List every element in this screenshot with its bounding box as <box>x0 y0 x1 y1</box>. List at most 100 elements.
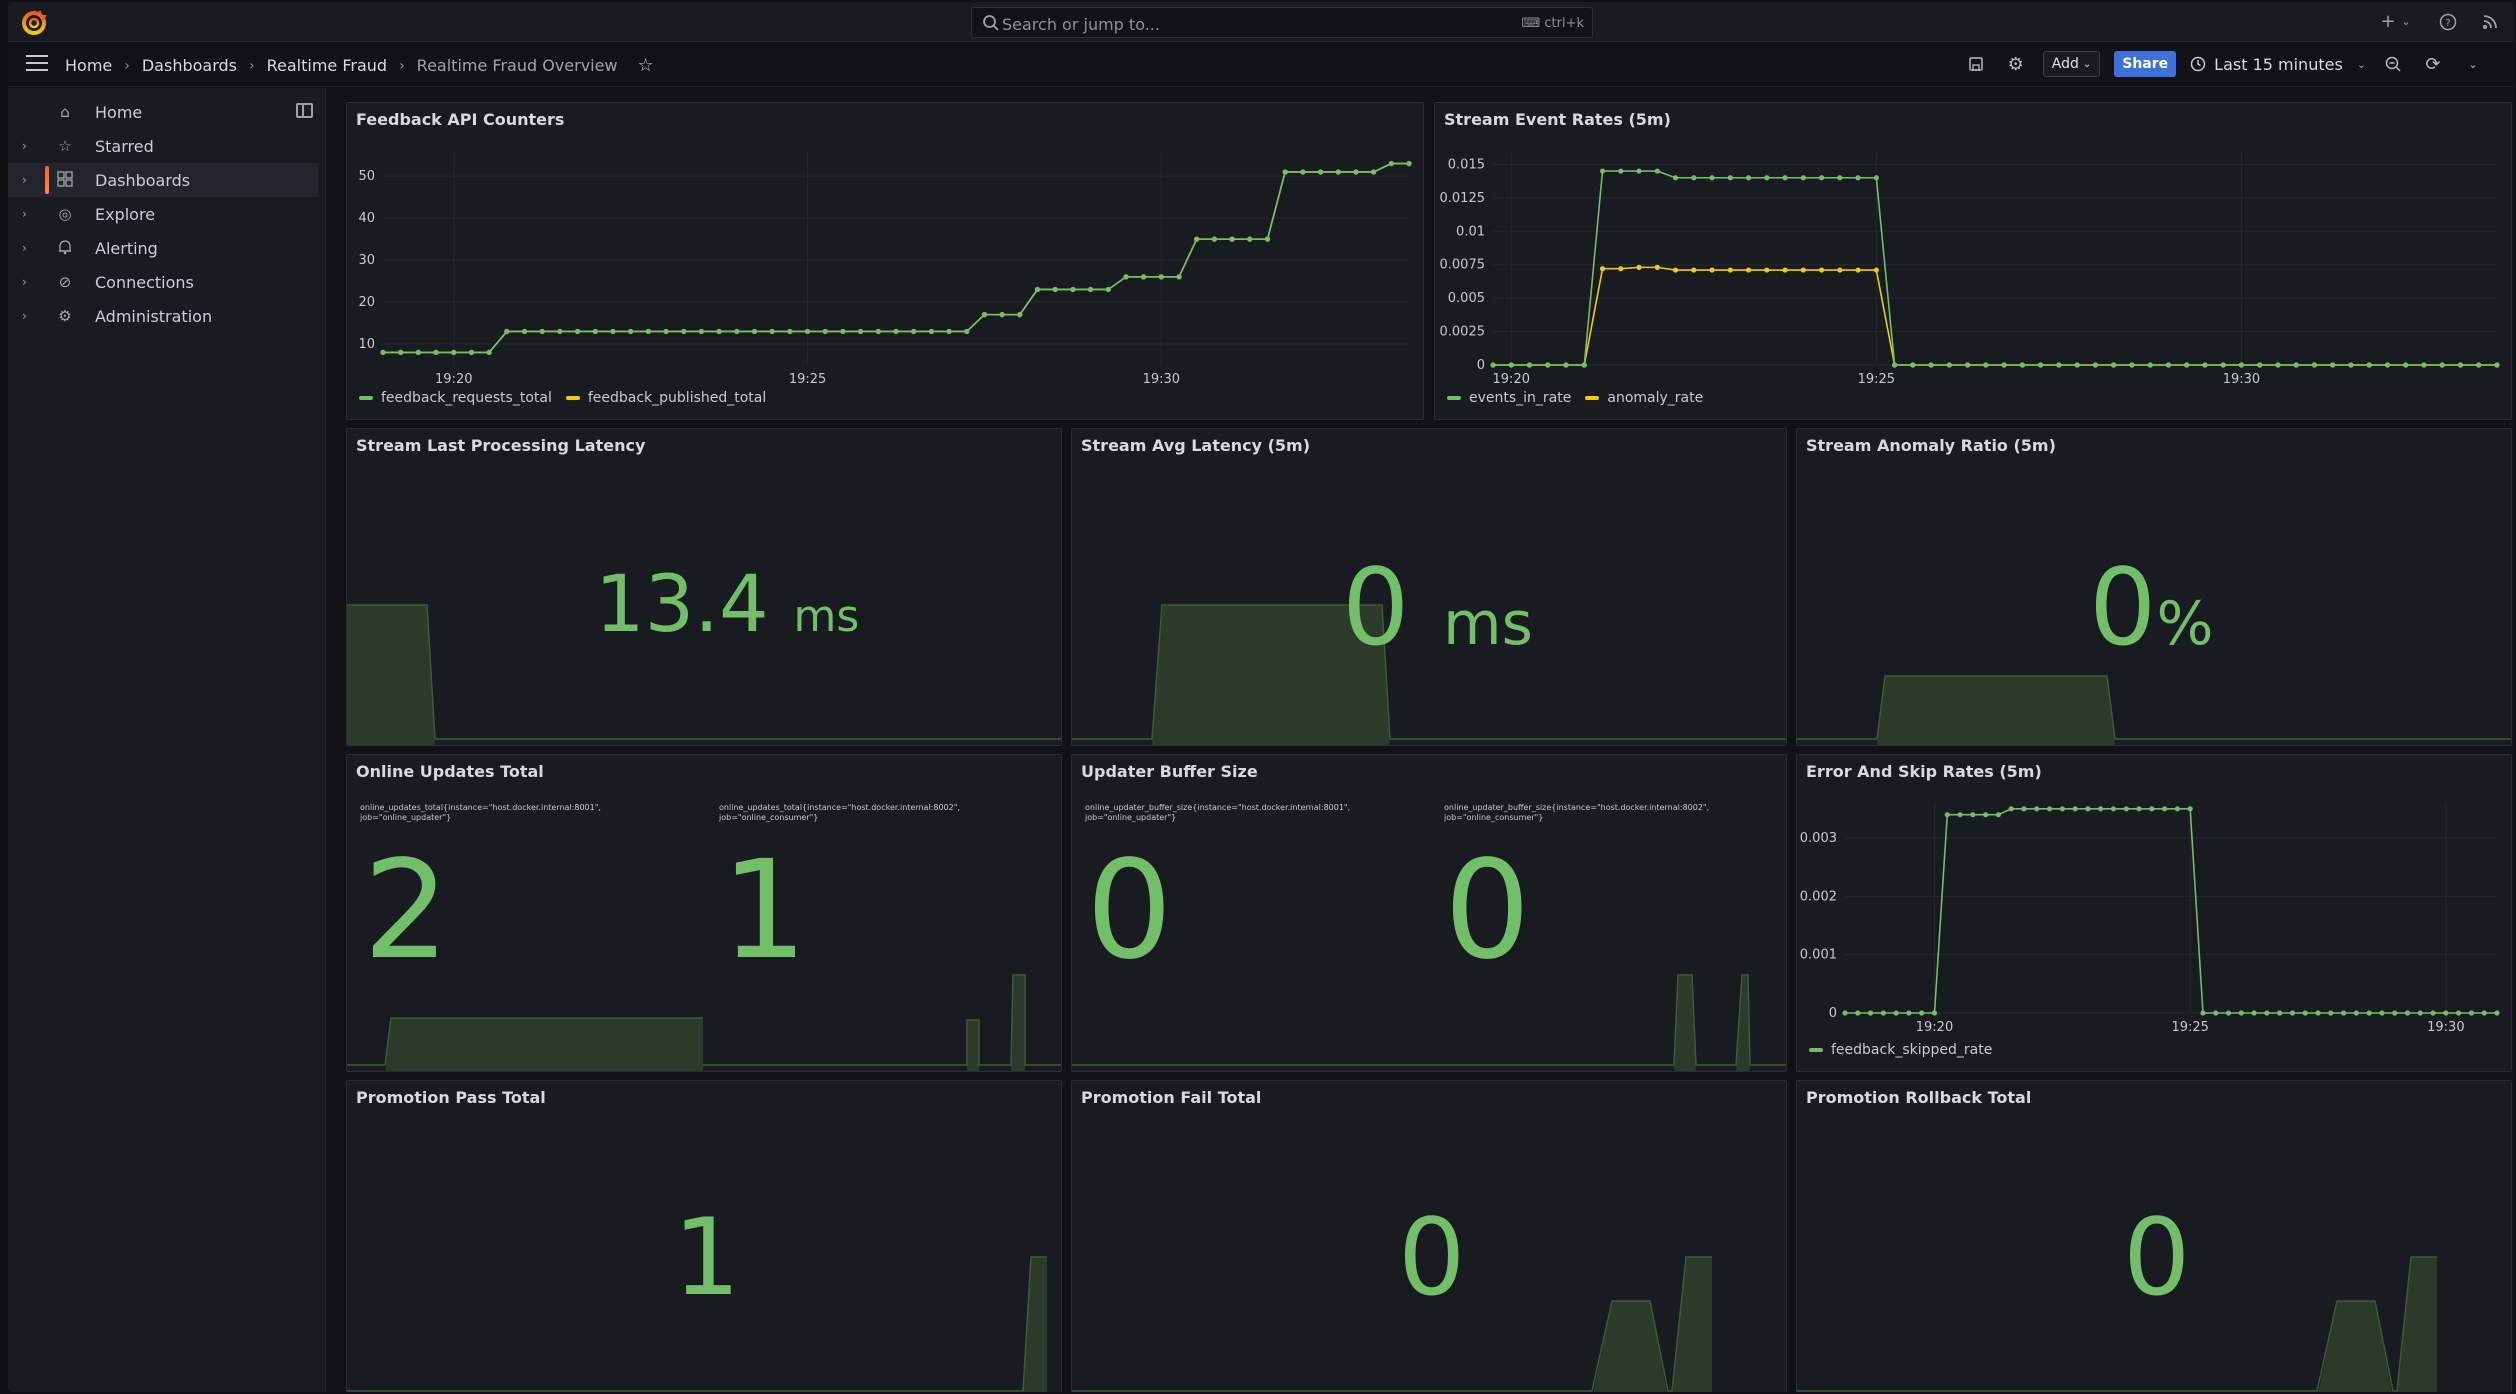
sidebar-item-home[interactable]: ⌂ Home <box>8 95 318 129</box>
panel-promotion-pass-total[interactable]: Promotion Pass Total 1 <box>346 1080 1062 1392</box>
stat-value: 0% <box>2089 555 2213 661</box>
stat-value: 0 <box>1444 832 1531 990</box>
stat-value: 0 <box>2123 1196 2191 1319</box>
stat-value: 1 <box>721 832 808 990</box>
data-point <box>2468 1010 2475 1016</box>
data-point <box>521 328 528 335</box>
data-point <box>2330 362 2336 368</box>
panel-title: Error And Skip Rates (5m) <box>1806 762 2042 781</box>
help-icon[interactable]: ? <box>2436 10 2460 34</box>
data-point <box>574 328 581 335</box>
data-point <box>1983 812 1989 818</box>
panel-online-updates-total[interactable]: Online Updates Total online_updates_tota… <box>346 754 1062 1072</box>
settings-gear-icon[interactable]: ⚙ <box>2007 53 2024 75</box>
chevron-right-icon: › <box>399 57 405 74</box>
data-point <box>1335 169 1341 175</box>
data-point <box>1800 267 1806 273</box>
data-point <box>928 328 934 335</box>
panel-stream-avg-latency[interactable]: Stream Avg Latency (5m) 0 ms <box>1071 428 1787 746</box>
clock-icon <box>2190 56 2206 72</box>
data-point <box>2213 1010 2219 1016</box>
series-line-events_in_rate <box>1493 170 2497 366</box>
refresh-icon[interactable]: ⟳ <box>2425 53 2441 75</box>
panel-title: Updater Buffer Size <box>1081 762 1258 781</box>
data-point <box>1873 175 1879 181</box>
chevron-right-icon[interactable]: › <box>22 309 27 323</box>
grafana-window: Search or jump to... ⌨ ctrl+k + ⌄ ? Home… <box>8 2 2514 1392</box>
data-point <box>2001 362 2007 368</box>
search-placeholder: Search or jump to... <box>1002 15 1160 34</box>
y-tick-label: 0 <box>1829 1006 1837 1021</box>
panel-feedback-api-counters[interactable]: Feedback API Counters 10 20 30 40 50 19:20 19:… <box>346 102 1424 420</box>
data-point <box>2289 1010 2296 1016</box>
chevron-right-icon[interactable]: › <box>22 173 27 187</box>
grafana-logo-icon[interactable] <box>20 8 48 36</box>
series-label: online_updater_buffer_size{instance="hos… <box>1085 803 1351 822</box>
data-point <box>2123 806 2129 812</box>
chevron-right-icon[interactable]: › <box>22 139 27 153</box>
data-point <box>2264 1010 2270 1016</box>
chevron-right-icon[interactable]: › <box>22 241 27 255</box>
chevron-right-icon[interactable]: › <box>22 275 27 289</box>
legend-swatch <box>359 396 373 400</box>
data-point <box>822 328 828 335</box>
chevron-down-icon[interactable]: ⌄ <box>2401 15 2411 28</box>
panel-stream-event-rates[interactable]: Stream Event Rates (5m) 0 0.0025 0.005 0.00… <box>1434 102 2512 420</box>
stat-value: 2 <box>363 832 450 990</box>
data-point <box>751 328 758 335</box>
save-icon[interactable] <box>1963 51 1989 77</box>
data-point <box>2311 362 2318 368</box>
stat-value: 0 <box>1086 832 1173 990</box>
sidebar-item-alerting[interactable]: › Alerting <box>8 231 318 265</box>
news-icon[interactable] <box>2478 10 2502 34</box>
sidebar-item-label: Home <box>95 102 143 122</box>
legend-item[interactable]: feedback_published_total <box>565 390 766 406</box>
share-button[interactable]: Share <box>2114 51 2177 77</box>
dashboard-nav-bar: Home › Dashboards › Realtime Fraud › Rea… <box>8 42 2514 87</box>
legend-swatch <box>1447 396 1461 400</box>
sidebar-item-explore[interactable]: › ◎ Explore <box>8 197 318 231</box>
data-point <box>1087 286 1094 293</box>
breadcrumb-dashboards[interactable]: Dashboards <box>141 56 237 75</box>
chevron-right-icon[interactable]: › <box>22 207 27 221</box>
legend-item[interactable]: events_in_rate <box>1447 390 1571 406</box>
breadcrumb-home[interactable]: Home <box>65 56 113 75</box>
data-point <box>1764 267 1770 273</box>
menu-toggle-icon[interactable] <box>26 55 48 73</box>
stat-value: 0 ms <box>1342 555 1533 661</box>
data-point <box>1052 286 1058 293</box>
search-input[interactable]: Search or jump to... ⌨ ctrl+k <box>971 7 1593 38</box>
breadcrumb: Home › Dashboards › Realtime Fraud › Rea… <box>65 55 654 76</box>
legend-item[interactable]: feedback_skipped_rate <box>1809 1042 1992 1058</box>
legend-item[interactable]: anomaly_rate <box>1585 390 1703 406</box>
panel-promotion-fail-total[interactable]: Promotion Fail Total 0 <box>1071 1080 1787 1392</box>
panel-stream-anomaly-ratio[interactable]: Stream Anomaly Ratio (5m) 0% <box>1796 428 2512 746</box>
sidebar-item-administration[interactable]: › ⚙ Administration <box>8 299 318 333</box>
add-button[interactable]: Add ⌄ <box>2042 51 2101 77</box>
breadcrumb-folder[interactable]: Realtime Fraud <box>266 56 388 75</box>
star-icon[interactable]: ☆ <box>637 55 654 76</box>
data-point <box>1946 362 1952 368</box>
series-line-anomaly_rate <box>1493 266 2497 366</box>
plus-icon[interactable]: + <box>2380 11 2396 32</box>
panel-error-skip-rates[interactable]: Error And Skip Rates (5m) 0 0.001 0.002 0.0… <box>1796 754 2512 1072</box>
data-point <box>415 349 421 356</box>
panel-promotion-rollback-total[interactable]: Promotion Rollback Total 0 <box>1796 1080 2512 1392</box>
data-point <box>1745 175 1752 181</box>
sidebar-item-dashboards[interactable]: › Dashboards <box>8 163 318 197</box>
panel-updater-buffer-size[interactable]: Updater Buffer Size online_updater_buffe… <box>1071 754 1787 1072</box>
data-point <box>2439 362 2445 368</box>
time-range-picker[interactable]: Last 15 minutes ⌄ <box>2190 55 2366 74</box>
chevron-down-icon[interactable]: ⌄ <box>2468 57 2478 71</box>
data-point <box>1070 286 1076 293</box>
legend-label: anomaly_rate <box>1607 390 1704 406</box>
add-button-label: Add <box>2051 56 2079 72</box>
dock-menu-icon[interactable] <box>296 103 313 118</box>
zoom-out-icon[interactable] <box>2380 51 2406 77</box>
sidebar-item-starred[interactable]: › ☆ Starred <box>8 129 318 163</box>
panel-stream-last-latency[interactable]: Stream Last Processing Latency 13.4 ms <box>346 428 1062 746</box>
data-point <box>1919 1010 1925 1016</box>
sidebar-item-connections[interactable]: › ⊘ Connections <box>8 265 318 299</box>
legend-item[interactable]: feedback_requests_total <box>359 390 552 406</box>
data-point <box>2366 362 2372 368</box>
